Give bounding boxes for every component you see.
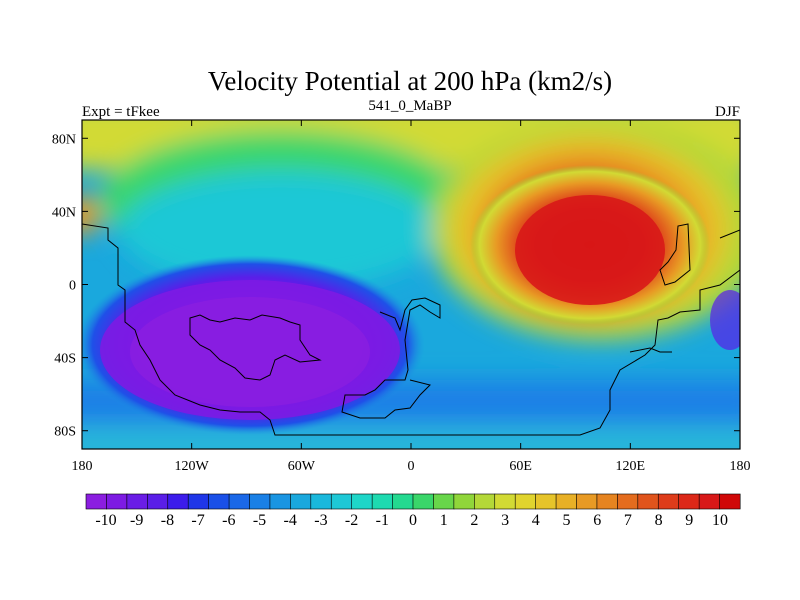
colorbar-swatch xyxy=(330,493,353,510)
colorbar-swatch xyxy=(412,493,434,510)
left-string: Expt = tFkee xyxy=(82,104,160,120)
colorbar-label: -5 xyxy=(253,512,266,529)
x-axis: 180 120W 60W 0 60E 120E 180 xyxy=(72,120,751,474)
y-tick-label: 80N xyxy=(52,132,76,147)
colorbar-swatch xyxy=(269,493,291,510)
chart-title: Velocity Potential at 200 hPa (km2/s) xyxy=(208,66,612,96)
colorbar-label: 10 xyxy=(712,512,728,529)
colorbar-label: -7 xyxy=(191,512,204,529)
colorbar-swatch xyxy=(106,493,128,510)
colorbar-label: 7 xyxy=(624,512,632,529)
colorbar-label: -6 xyxy=(222,512,235,529)
colorbar-label: 0 xyxy=(409,512,417,529)
colorbar-label: -10 xyxy=(95,512,116,529)
x-tick-label: 180 xyxy=(72,459,93,474)
colorbar-swatch xyxy=(474,493,496,510)
colorbar-label: 6 xyxy=(593,512,601,529)
colorbar-swatch xyxy=(535,493,557,510)
colorbar-label: 5 xyxy=(563,512,571,529)
colorbar-label: -8 xyxy=(161,512,174,529)
colorbar-label: 9 xyxy=(685,512,693,529)
colorbar-swatch xyxy=(371,493,394,510)
colorbar-label: -4 xyxy=(284,512,297,529)
coastlines xyxy=(82,223,740,436)
x-tick-label: 180 xyxy=(730,459,751,474)
right-string: DJF xyxy=(715,104,740,120)
colorbar-swatch xyxy=(126,493,148,510)
colorbar-label: -9 xyxy=(130,512,143,529)
y-tick-label: 40S xyxy=(54,352,76,367)
colorbar-swatch xyxy=(433,493,455,510)
colorbar-swatch xyxy=(576,493,598,510)
x-tick-label: 60W xyxy=(288,459,316,474)
colorbar-label: -3 xyxy=(314,512,327,529)
colorbar-swatch xyxy=(228,493,250,510)
x-tick-label: 120E xyxy=(616,459,646,474)
colorbar-swatch xyxy=(351,493,373,510)
colorbar-swatch xyxy=(310,493,332,510)
colorbar-swatch xyxy=(392,493,414,510)
y-tick-label: 40N xyxy=(52,205,76,220)
colorbar-swatch xyxy=(698,493,721,510)
colorbar-label: 2 xyxy=(470,512,478,529)
colorbar-label: -1 xyxy=(376,512,389,529)
x-tick-label: 120W xyxy=(175,459,210,474)
colorbar-label: 1 xyxy=(440,512,448,529)
colorbar-swatch xyxy=(514,493,537,510)
colorbar-swatch xyxy=(147,493,169,510)
colorbar-swatch xyxy=(249,493,271,510)
contour-field xyxy=(82,120,740,449)
colorbar: -10 -9 -8 -7 -6 -5 -4 -3 -2 -1 0 1 2 3 4 5 6 7 8 9 10 xyxy=(85,493,741,529)
colorbar-swatch xyxy=(494,493,516,510)
colorbar-swatch xyxy=(453,493,475,510)
y-tick-label: 80S xyxy=(54,425,76,440)
colorbar-swatch xyxy=(167,493,189,510)
colorbar-swatch xyxy=(208,493,230,510)
colorbar-swatch xyxy=(617,493,639,510)
y-tick-label: 0 xyxy=(69,279,76,294)
colorbar-label: 4 xyxy=(532,512,540,529)
center-string: 541_0_MaBP xyxy=(368,98,451,114)
y-axis: 80N 40N 0 40S 80S xyxy=(52,132,740,440)
colorbar-swatch xyxy=(719,493,741,510)
colorbar-swatch xyxy=(555,493,577,510)
colorbar-swatch xyxy=(290,493,312,510)
colorbar-label: 3 xyxy=(501,512,509,529)
x-tick-label: 0 xyxy=(408,459,415,474)
colorbar-swatch xyxy=(637,493,659,510)
colorbar-label: 8 xyxy=(655,512,663,529)
colorbar-label: -2 xyxy=(345,512,358,529)
x-tick-label: 60E xyxy=(509,459,532,474)
colorbar-swatch xyxy=(187,493,210,510)
colorbar-swatch xyxy=(657,493,680,510)
colorbar-swatch xyxy=(85,493,107,510)
colorbar-swatch xyxy=(596,493,618,510)
colorbar-swatch xyxy=(678,493,700,510)
